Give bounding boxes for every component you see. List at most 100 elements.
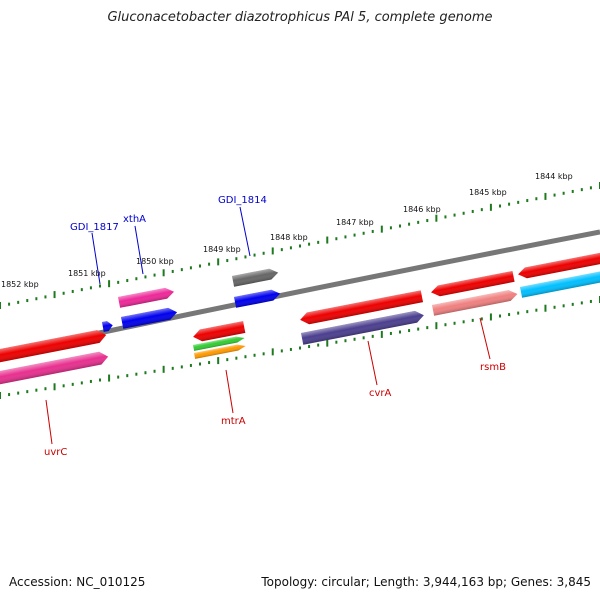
- outer-ruler-tick: [280, 248, 283, 252]
- gene-mtrA-green[interactable]: [193, 335, 245, 351]
- outer-ruler-tick: [171, 269, 174, 273]
- kbp-tick-label: 1844 kbp: [535, 172, 573, 181]
- inner-ruler-tick: [299, 346, 301, 350]
- gene-label: GDI_1817: [70, 222, 119, 233]
- kbp-tick-label: 1851 kbp: [68, 269, 106, 278]
- inner-ruler-tick: [226, 358, 229, 362]
- gene-right-cyan[interactable]: [520, 270, 600, 298]
- outer-ruler-tick: [580, 188, 583, 192]
- gene-arrow-shading: [300, 290, 424, 325]
- gene-label-leader: [134, 225, 144, 275]
- gene-right-red[interactable]: [517, 251, 600, 280]
- inner-ruler-tick: [308, 345, 311, 349]
- inner-ruler-tick: [244, 355, 247, 359]
- inner-ruler-tick: [317, 343, 320, 347]
- outer-ruler-tick: [135, 277, 138, 281]
- gene-layer[interactable]: [0, 251, 600, 385]
- outer-ruler-tick: [62, 291, 65, 295]
- inner-ruler-tick: [344, 339, 347, 343]
- outer-ruler-tick: [126, 279, 129, 283]
- gene-arrow-shading: [0, 351, 109, 385]
- outer-ruler-tick: [108, 280, 111, 288]
- gene-mtrA-red[interactable]: [192, 321, 246, 343]
- inner-ruler-tick: [517, 311, 520, 315]
- map-title: Gluconacetobacter diazotrophicus PAl 5, …: [107, 10, 493, 25]
- gene-xthA-magenta[interactable]: [118, 286, 175, 308]
- gene-mtrA-orange[interactable]: [194, 343, 246, 359]
- outer-ruler-tick: [162, 269, 165, 277]
- outer-ruler-tick: [408, 222, 411, 226]
- inner-ruler-tick: [453, 321, 456, 325]
- outer-ruler-tick: [244, 255, 247, 259]
- outer-ruler-tick: [508, 202, 511, 206]
- inner-ruler-tick: [171, 366, 174, 370]
- outer-ruler-tick: [453, 213, 456, 217]
- gene-arrow-shading: [193, 321, 246, 342]
- inner-ruler-tick: [53, 383, 56, 391]
- outer-ruler-tick: [344, 235, 347, 239]
- outer-ruler-tick: [480, 208, 483, 212]
- gene-cvrA-red[interactable]: [299, 290, 424, 325]
- outer-ruler-tick: [253, 253, 256, 257]
- outer-ruler-tick: [199, 264, 201, 268]
- outer-ruler-tick: [562, 191, 565, 195]
- inner-ruler-tick: [426, 326, 429, 330]
- inner-ruler-tick: [253, 353, 256, 357]
- inner-ruler-tick: [17, 391, 20, 395]
- inner-ruler-tick: [289, 347, 292, 351]
- outer-ruler-tick: [80, 288, 83, 292]
- inner-ruler-tick: [108, 374, 111, 382]
- gene-label: xthA: [123, 214, 146, 225]
- outer-ruler-tick: [526, 199, 529, 203]
- gene-rsmB-salmon[interactable]: [432, 289, 519, 316]
- inner-ruler-tick: [362, 336, 365, 340]
- outer-ruler-tick: [117, 280, 120, 284]
- inner-ruler-tick: [353, 337, 356, 341]
- outer-ruler-tick: [380, 225, 383, 233]
- inner-ruler-tick: [553, 305, 556, 309]
- gene-label-leader: [45, 399, 53, 445]
- inner-ruler-tick: [562, 304, 565, 308]
- gene-arrow-shading: [518, 251, 600, 279]
- outer-ruler-tick: [208, 262, 211, 266]
- inner-ruler-tick: [153, 369, 156, 373]
- inner-ruler-tick: [271, 348, 274, 356]
- gene-label: GDI_1814: [218, 195, 267, 206]
- inner-ruler-tick: [199, 362, 201, 366]
- outer-ruler-tick: [426, 219, 429, 223]
- genome-summary-text: Topology: circular; Length: 3,944,163 bp…: [261, 575, 591, 589]
- gene-label: uvrC: [44, 447, 67, 458]
- gene-rsmB-red[interactable]: [430, 270, 515, 298]
- kbp-tick-label: 1846 kbp: [403, 205, 441, 214]
- kbp-tick-label: 1848 kbp: [270, 233, 308, 242]
- inner-ruler-tick: [180, 365, 183, 369]
- outer-ruler-tick: [26, 299, 29, 303]
- outer-ruler-tick: [489, 203, 492, 211]
- outer-ruler-tick: [326, 236, 329, 244]
- gene-arrow-shading: [102, 321, 113, 332]
- gene-xthA-blue[interactable]: [121, 306, 178, 329]
- gene-gdi1814-blue[interactable]: [234, 288, 281, 308]
- gene-uvrC-red[interactable]: [0, 329, 107, 363]
- gene-gdi1817-blue[interactable]: [102, 320, 114, 332]
- inner-ruler-tick: [0, 392, 1, 399]
- outer-ruler-tick: [589, 186, 592, 190]
- outer-ruler-tick: [71, 289, 74, 293]
- gene-cvrA-purple[interactable]: [301, 309, 425, 345]
- gene-uvrC-pink[interactable]: [0, 350, 109, 385]
- outer-ruler-tick: [417, 220, 420, 224]
- inner-ruler-tick: [462, 320, 465, 324]
- inner-ruler-tick: [135, 372, 138, 376]
- outer-ruler-tick: [362, 231, 365, 235]
- inner-ruler-tick: [335, 340, 338, 344]
- inner-ruler-tick: [526, 310, 529, 314]
- inner-ruler-tick: [435, 322, 438, 330]
- outer-ruler-tick: [308, 242, 311, 246]
- outer-ruler-tick: [499, 204, 501, 208]
- gene-gdi1814-grey[interactable]: [232, 267, 279, 287]
- inner-ruler-tick: [262, 352, 265, 356]
- inner-ruler-tick: [189, 363, 192, 367]
- inner-ruler-tick: [217, 357, 220, 365]
- outer-ruler-tick: [44, 295, 47, 299]
